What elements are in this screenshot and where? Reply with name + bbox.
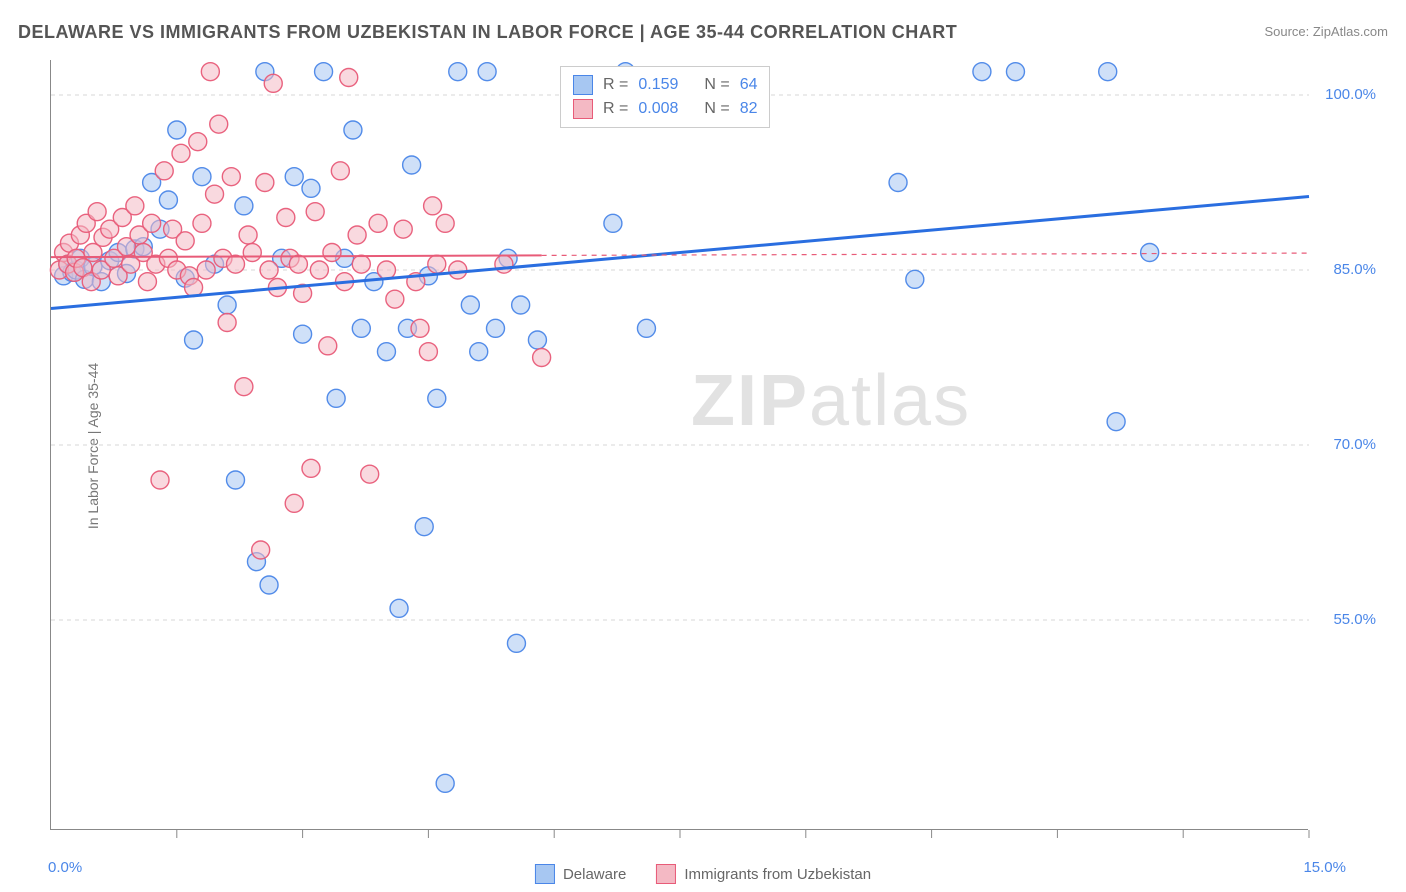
y-tick-label: 100.0%	[1325, 86, 1376, 103]
stats-legend-row: R = 0.008 N = 82	[573, 97, 757, 121]
chart-title: DELAWARE VS IMMIGRANTS FROM UZBEKISTAN I…	[18, 22, 957, 43]
legend-swatch	[535, 864, 555, 884]
legend-label: Delaware	[563, 866, 626, 883]
legend-item: Immigrants from Uzbekistan	[656, 864, 871, 884]
x-tick-left: 0.0%	[48, 859, 82, 876]
legend-swatch	[656, 864, 676, 884]
n-value: 64	[740, 73, 758, 97]
scatter-plot: ZIPatlas	[50, 60, 1308, 830]
r-value: 0.159	[638, 73, 694, 97]
legend-swatch	[573, 75, 593, 95]
y-tick-label: 85.0%	[1333, 261, 1376, 278]
r-label: R =	[603, 97, 628, 121]
legend-item: Delaware	[535, 864, 626, 884]
x-tick-right: 15.0%	[1303, 859, 1346, 876]
n-value: 82	[740, 97, 758, 121]
source-value: ZipAtlas.com	[1313, 24, 1388, 39]
source-attribution: Source: ZipAtlas.com	[1264, 24, 1388, 39]
y-tick-label: 55.0%	[1333, 611, 1376, 628]
n-label: N =	[704, 73, 729, 97]
stats-legend-row: R = 0.159 N = 64	[573, 73, 757, 97]
source-label: Source:	[1264, 24, 1312, 39]
r-value: 0.008	[638, 97, 694, 121]
legend-swatch	[573, 99, 593, 119]
plot-svg	[51, 60, 1308, 829]
r-label: R =	[603, 73, 628, 97]
bottom-legend: Delaware Immigrants from Uzbekistan	[535, 864, 871, 884]
chart-container: DELAWARE VS IMMIGRANTS FROM UZBEKISTAN I…	[0, 0, 1406, 892]
stats-legend: R = 0.159 N = 64 R = 0.008 N = 82	[560, 66, 770, 128]
y-tick-label: 70.0%	[1333, 436, 1376, 453]
legend-label: Immigrants from Uzbekistan	[684, 866, 871, 883]
n-label: N =	[704, 97, 729, 121]
